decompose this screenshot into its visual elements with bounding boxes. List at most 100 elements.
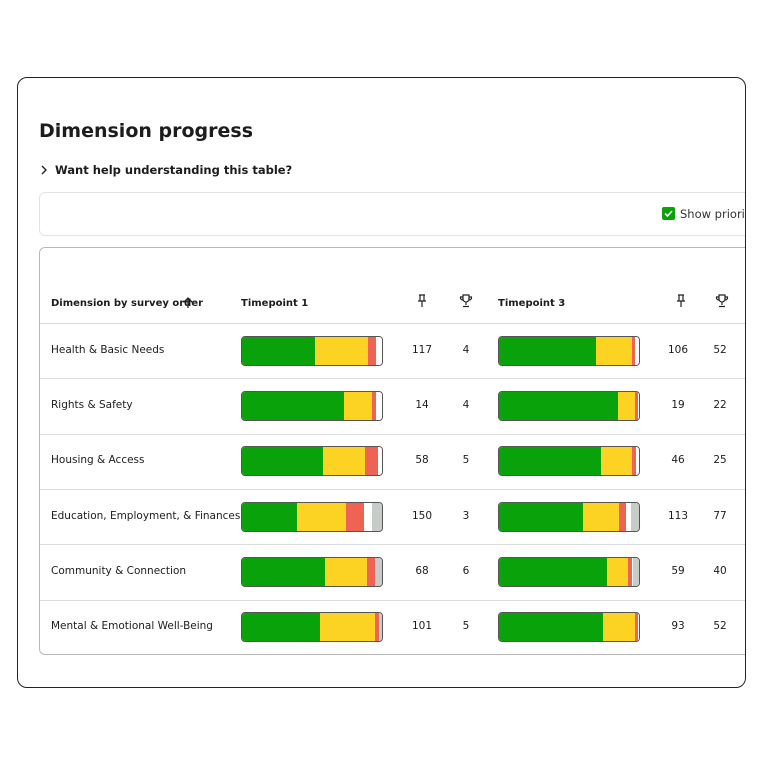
- pinned-count: 101: [411, 620, 433, 633]
- bar-segment: [499, 391, 618, 420]
- trophy-count: 6: [462, 564, 470, 577]
- trophy-count: 4: [462, 398, 470, 411]
- bar-segment: [367, 336, 377, 365]
- bar-segment: [499, 502, 583, 531]
- row-divider: [40, 323, 745, 324]
- row-divider: [40, 599, 745, 601]
- bar-segment: [601, 447, 632, 476]
- pinned-count: 58: [415, 454, 429, 467]
- bar-segment: [379, 613, 382, 642]
- filter-label[interactable]: Show priorities: [680, 207, 745, 221]
- bar-segment: [242, 391, 345, 420]
- stacked-bar: [241, 335, 383, 366]
- stacked-bar: [498, 556, 640, 587]
- bar-segment: [324, 557, 367, 586]
- stacked-bar: [241, 501, 383, 532]
- bar-segment: [631, 447, 637, 476]
- bar-segment: [606, 557, 628, 586]
- bar-segment: [374, 557, 382, 586]
- pinned-count: 68: [415, 564, 429, 577]
- bar-segment: [366, 557, 375, 586]
- bar-segment: [323, 447, 366, 476]
- dimension-name: Rights & Safety: [51, 398, 133, 411]
- bar-segment: [627, 557, 632, 586]
- bar-segment: [242, 557, 325, 586]
- trophy-count: 4: [462, 343, 470, 356]
- stacked-bar: [241, 612, 383, 643]
- bar-segment: [602, 613, 635, 642]
- bar-segment: [377, 447, 382, 476]
- trophy-count: 52: [713, 620, 727, 633]
- pinned-count: 113: [667, 509, 689, 522]
- stacked-bar: [498, 446, 640, 477]
- dimension-name: Mental & Emotional Well-Being: [51, 620, 213, 633]
- bar-segment: [374, 613, 380, 642]
- stacked-bar: [241, 446, 383, 477]
- pinned-count: 117: [411, 343, 433, 356]
- bar-segment: [499, 447, 602, 476]
- checkbox[interactable]: [662, 207, 675, 220]
- row-divider: [40, 378, 745, 380]
- bar-segment: [365, 447, 378, 476]
- bar-segment: [618, 391, 635, 420]
- stacked-bar: [498, 390, 640, 421]
- bar-segment: [320, 613, 375, 642]
- stacked-bar: [498, 335, 640, 366]
- pinned-count: 19: [671, 398, 685, 411]
- bar-segment: [376, 391, 382, 420]
- stacked-bar: [241, 556, 383, 587]
- bar-segment: [499, 613, 603, 642]
- trophy-count: 25: [713, 454, 727, 467]
- bar-segment: [633, 557, 639, 586]
- bar-segment: [296, 502, 346, 531]
- sort-icon[interactable]: [182, 297, 194, 309]
- bar-segment: [636, 447, 639, 476]
- bar-segment: [314, 336, 368, 365]
- trophy-count: 5: [462, 454, 470, 467]
- trophy-icon: [459, 294, 473, 308]
- pinned-count: 150: [411, 509, 433, 522]
- trophy-count: 22: [713, 398, 727, 411]
- trophy-count: 52: [713, 343, 727, 356]
- bar-segment: [631, 557, 634, 586]
- row-divider: [40, 488, 745, 490]
- bar-segment: [630, 502, 639, 531]
- pinned-count: 14: [415, 398, 429, 411]
- bar-segment: [376, 336, 382, 365]
- bar-segment: [634, 391, 638, 420]
- stacked-bar: [241, 390, 383, 421]
- column-header: Timepoint 3: [498, 298, 566, 309]
- bar-segment: [344, 391, 373, 420]
- dimension-name: Education, Employment, & Finances: [51, 509, 241, 522]
- pinned-count: 46: [671, 454, 685, 467]
- bar-segment: [499, 336, 596, 365]
- trophy-count: 40: [713, 564, 727, 577]
- filter-bar: Show priorities: [39, 192, 745, 236]
- bar-segment: [242, 502, 297, 531]
- card: Dimension progress Want help understandi…: [17, 77, 746, 688]
- bar-segment: [363, 502, 373, 531]
- bar-segment: [499, 557, 607, 586]
- bar-segment: [595, 336, 632, 365]
- dimension-name: Community & Connection: [51, 564, 187, 577]
- row-divider: [40, 433, 745, 435]
- stacked-bar: [498, 612, 640, 643]
- dimension-name: Health & Basic Needs: [51, 343, 165, 356]
- bar-segment: [634, 613, 638, 642]
- dimension-name: Housing & Access: [51, 454, 145, 467]
- pinned-count: 93: [671, 620, 685, 633]
- column-header[interactable]: Dimension by survey order: [51, 298, 204, 309]
- help-toggle[interactable]: Want help understanding this table?: [55, 163, 293, 177]
- trophy-count: 5: [462, 620, 470, 633]
- bar-segment: [637, 391, 639, 420]
- table: Dimension by survey order Timepoint 1 Ti…: [39, 247, 745, 655]
- stacked-bar: [498, 501, 640, 532]
- bar-segment: [583, 502, 620, 531]
- bar-segment: [242, 613, 321, 642]
- bar-segment: [372, 502, 382, 531]
- chevron[interactable]: [39, 165, 49, 175]
- pinned-count: 59: [671, 564, 685, 577]
- bar-segment: [631, 336, 635, 365]
- title: Dimension progress: [39, 120, 254, 142]
